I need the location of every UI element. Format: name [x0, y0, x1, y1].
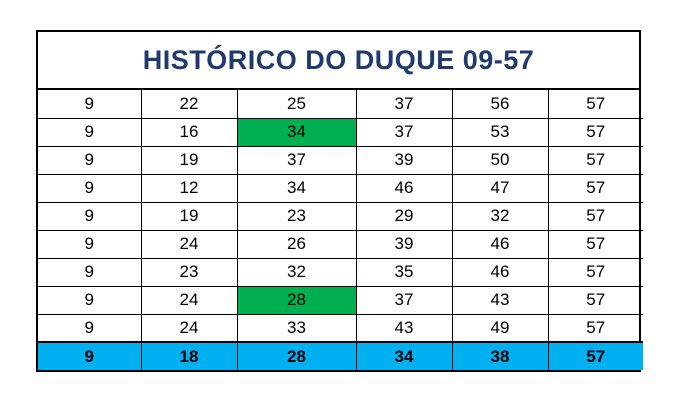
table-cell[interactable]: 50: [451, 145, 549, 175]
summary-cell[interactable]: 34: [355, 341, 453, 370]
table-cell[interactable]: 33: [236, 313, 357, 343]
table-cell[interactable]: 9: [38, 145, 142, 175]
number-grid: 9 22 25 37 56 57 9 16 34 37 53 57 9 19 37 39 50 57 9 12 34 46…: [38, 90, 643, 370]
table-cell[interactable]: 23: [236, 201, 357, 231]
table-cell[interactable]: 25: [236, 90, 357, 119]
table-cell[interactable]: 9: [38, 257, 142, 287]
table-cell[interactable]: 19: [140, 201, 238, 231]
table-row: 9 24 28 37 43 57: [38, 285, 643, 315]
highlighted-cell[interactable]: 34: [236, 117, 357, 147]
summary-cell[interactable]: 38: [451, 341, 549, 370]
table-cell[interactable]: 37: [355, 285, 453, 315]
table-cell[interactable]: 37: [355, 117, 453, 147]
table-cell[interactable]: 56: [451, 90, 549, 119]
table-cell[interactable]: 43: [451, 285, 549, 315]
table-row: 9 22 25 37 56 57: [38, 90, 643, 119]
summary-cell[interactable]: 57: [547, 341, 643, 370]
table-cell[interactable]: 23: [140, 257, 238, 287]
table-cell[interactable]: 9: [38, 313, 142, 343]
table-cell[interactable]: 35: [355, 257, 453, 287]
table-cell[interactable]: 9: [38, 173, 142, 203]
table-row: 9 24 33 43 49 57: [38, 313, 643, 343]
table-cell[interactable]: 57: [547, 173, 643, 203]
table-cell[interactable]: 57: [547, 257, 643, 287]
table-cell[interactable]: 57: [547, 201, 643, 231]
table-cell[interactable]: 37: [236, 145, 357, 175]
table-row: 9 12 34 46 47 57: [38, 173, 643, 203]
title-row: HISTÓRICO DO DUQUE 09-57: [38, 32, 639, 90]
table-cell[interactable]: 49: [451, 313, 549, 343]
table-cell[interactable]: 53: [451, 117, 549, 147]
table-cell[interactable]: 24: [140, 285, 238, 315]
table-cell[interactable]: 57: [547, 313, 643, 343]
table-cell[interactable]: 26: [236, 229, 357, 259]
table-cell[interactable]: 24: [140, 313, 238, 343]
table-cell[interactable]: 24: [140, 229, 238, 259]
table-cell[interactable]: 12: [140, 173, 238, 203]
table-cell[interactable]: 46: [451, 257, 549, 287]
table-cell[interactable]: 57: [547, 229, 643, 259]
table-row: 9 19 23 29 32 57: [38, 201, 643, 231]
table-cell[interactable]: 57: [547, 90, 643, 119]
table-cell[interactable]: 57: [547, 145, 643, 175]
summary-cell[interactable]: 18: [140, 341, 238, 370]
table-cell[interactable]: 47: [451, 173, 549, 203]
table-cell[interactable]: 57: [547, 285, 643, 315]
table-cell[interactable]: 37: [355, 90, 453, 119]
table-cell[interactable]: 22: [140, 90, 238, 119]
table-cell[interactable]: 19: [140, 145, 238, 175]
table-cell[interactable]: 46: [451, 229, 549, 259]
summary-cell[interactable]: 9: [38, 341, 142, 370]
table-cell[interactable]: 29: [355, 201, 453, 231]
table-row: 9 19 37 39 50 57: [38, 145, 643, 175]
highlighted-cell[interactable]: 28: [236, 285, 357, 315]
table-cell[interactable]: 9: [38, 90, 142, 119]
table-cell[interactable]: 32: [236, 257, 357, 287]
table-cell[interactable]: 57: [547, 117, 643, 147]
table-cell[interactable]: 43: [355, 313, 453, 343]
summary-cell[interactable]: 28: [236, 341, 357, 370]
table-cell[interactable]: 39: [355, 229, 453, 259]
sheet-title: HISTÓRICO DO DUQUE 09-57: [142, 44, 535, 75]
table-row: 9 16 34 37 53 57: [38, 117, 643, 147]
table-cell[interactable]: 9: [38, 117, 142, 147]
summary-row: 9 18 28 34 38 57: [38, 341, 643, 370]
table-cell[interactable]: 9: [38, 201, 142, 231]
table-cell[interactable]: 9: [38, 285, 142, 315]
table-row: 9 24 26 39 46 57: [38, 229, 643, 259]
table-row: 9 23 32 35 46 57: [38, 257, 643, 287]
spreadsheet-table: HISTÓRICO DO DUQUE 09-57 9 22 25 37 56 57 9 16 3…: [36, 30, 643, 372]
table-cell[interactable]: 39: [355, 145, 453, 175]
table-cell[interactable]: 9: [38, 229, 142, 259]
table-cell[interactable]: 34: [236, 173, 357, 203]
table-cell[interactable]: 32: [451, 201, 549, 231]
table-cell[interactable]: 46: [355, 173, 453, 203]
table-cell[interactable]: 16: [140, 117, 238, 147]
